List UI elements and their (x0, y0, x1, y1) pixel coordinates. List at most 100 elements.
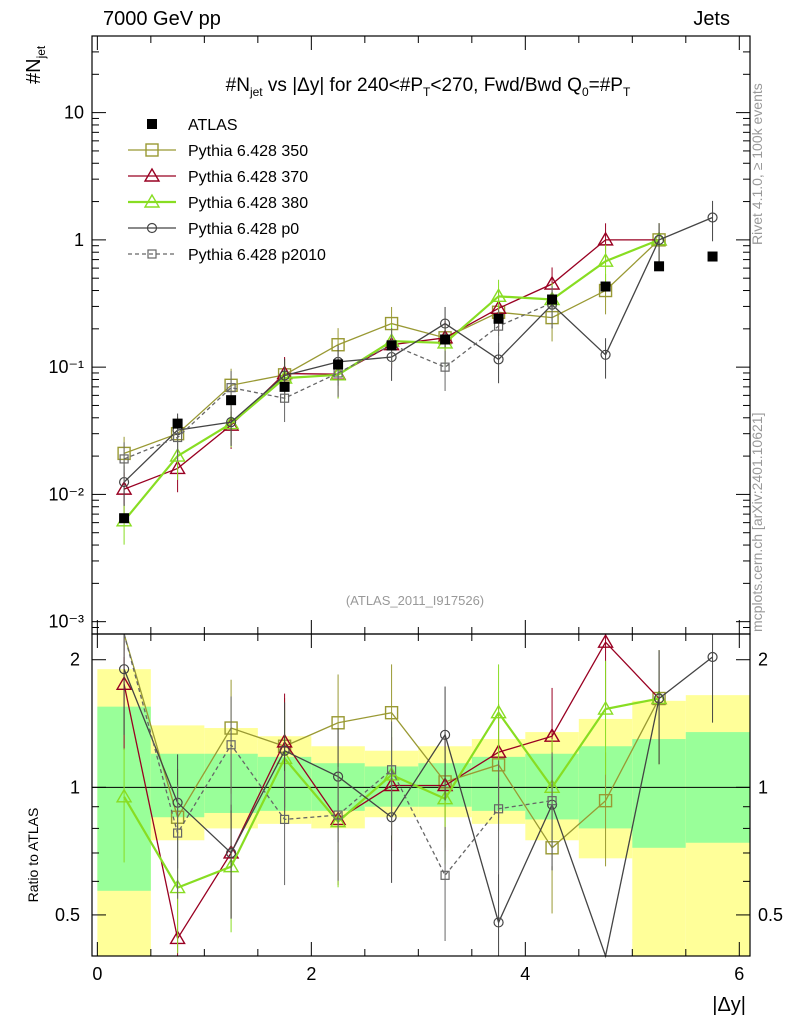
atlas-point-11 (707, 251, 718, 262)
mcplots-label: mcplots.cern.ch [arXiv:2401.10621] (749, 413, 765, 632)
legend-marker-3 (146, 222, 158, 234)
x-tick-label-2: 4 (520, 964, 530, 984)
ratio-line-4 (123, 633, 553, 877)
ratio-3-point-6 (439, 729, 451, 740)
atlas-point-0 (119, 513, 130, 524)
series-layer (115, 200, 718, 959)
rivet-label: Rivet 4.1.0, ≥ 100k events (749, 83, 765, 245)
ratio-tick-label-right-0: 2 (758, 650, 768, 670)
ratio-4-point-5 (386, 765, 397, 775)
ratio-4-point-1 (172, 828, 183, 838)
ratio-tick-label-0: 2 (70, 650, 80, 670)
atlas-point-3 (279, 381, 290, 392)
series-3-point-11 (707, 212, 718, 223)
series-3-point-2 (225, 416, 237, 428)
atlas-point-5 (386, 340, 397, 351)
ratio-tick-label-right-2: 0.5 (758, 905, 783, 925)
atlas-point-1 (172, 418, 183, 429)
atlas-point-2 (226, 395, 237, 406)
series-2-point-9 (597, 252, 614, 267)
ratio-0-point-5 (384, 705, 399, 720)
analysis-id: (ATLAS_2011_I917526) (346, 593, 484, 608)
ratio-3-point-3 (279, 745, 290, 756)
legend-marker-1 (143, 167, 161, 182)
ratio-3-point-7 (493, 917, 504, 928)
series-3-point-10 (653, 234, 665, 245)
series-3-point-3 (279, 370, 290, 381)
series-line-4 (123, 302, 553, 460)
series-4-point-6 (440, 362, 450, 372)
header-jets-label: Jets (693, 8, 730, 30)
ratio-4-point-2 (226, 740, 236, 750)
ratio-4-point-7 (493, 804, 504, 814)
atlas-point-7 (493, 313, 504, 324)
ratio-3-point-11 (707, 651, 718, 663)
y-tick-label-2: 10⁻¹ (48, 357, 84, 377)
legend-marker-2 (143, 193, 161, 208)
series-4-point-3 (279, 393, 290, 403)
svg-text:Ratio to ATLAS: Ratio to ATLAS (25, 808, 41, 903)
series-line-3 (123, 216, 713, 483)
ratio-1-point-9 (597, 633, 614, 648)
ratio-tick-label-right-1: 1 (758, 777, 768, 797)
series-3-point-9 (600, 349, 611, 360)
ratio-2-point-6 (436, 790, 454, 805)
ratio-4-point-6 (440, 870, 450, 880)
legend: ATLAS Pythia 6.428 350 Pythia 6.428 370 Pyt… (128, 117, 326, 264)
ratio-2-point-0 (115, 788, 133, 803)
legend-marker-0 (145, 143, 159, 157)
series-3-point-7 (493, 354, 504, 365)
svg-text:#Njet: #Njet (23, 45, 48, 84)
atlas-data-layer (119, 251, 718, 524)
ratio-line-3 (123, 656, 713, 959)
legend-atlas-marker (147, 119, 157, 129)
y-tick-label-3: 10⁻² (48, 484, 84, 504)
legend-marker-4 (147, 249, 157, 259)
x-axis-label: |Δy| (712, 994, 746, 1016)
y-tick-label-1: 1 (74, 230, 84, 250)
legend-label-1: Pythia 6.428 370 (188, 169, 308, 186)
y-tick-label-4: 10⁻³ (48, 612, 84, 632)
x-tick-label-3: 6 (734, 964, 744, 984)
ratio-3-point-10 (653, 693, 665, 704)
legend-label-0: Pythia 6.428 350 (188, 143, 308, 160)
legend-label-2: Pythia 6.428 380 (188, 195, 308, 212)
y-axis-label: #Njet (23, 45, 48, 84)
svg-text:Rivet 4.1.0, ≥ 100k events: Rivet 4.1.0, ≥ 100k events (749, 83, 765, 245)
series-2-point-7 (490, 287, 507, 303)
ratio-2-point-7 (490, 704, 507, 719)
series-4-point-1 (172, 432, 183, 443)
series-2 (115, 223, 668, 545)
atlas-point-9 (600, 281, 611, 292)
ratio-tick-label-1: 1 (70, 777, 80, 797)
series-3-point-6 (439, 318, 451, 329)
legend-label-4: Pythia 6.428 p2010 (188, 247, 326, 264)
atlas-point-4 (333, 359, 344, 370)
atlas-point-10 (654, 261, 665, 272)
ratio-4-point-3 (279, 814, 290, 825)
ratio-4-point-8 (547, 796, 557, 806)
ratio-series-4 (123, 633, 557, 941)
ratio-frame (91, 633, 751, 957)
svg-text:mcplots.cern.ch [arXiv:2401.10: mcplots.cern.ch [arXiv:2401.10621] (749, 413, 765, 632)
plot-title: #Njet vs |Δy| for 240<#PT<270, Fwd/Bwd Q… (226, 75, 631, 99)
x-tick-label-0: 0 (92, 964, 102, 984)
ratio-3-point-0 (118, 664, 130, 675)
atlas-point-6 (440, 334, 451, 345)
legend-label-3: Pythia 6.428 p0 (188, 221, 299, 238)
series-4-point-2 (226, 383, 236, 393)
header-collision-label: 7000 GeV pp (103, 8, 221, 30)
ratio-3-point-2 (225, 847, 237, 859)
ratio-tick-label-2: 0.5 (55, 905, 80, 925)
ratio-axis-label: Ratio to ATLAS (25, 808, 41, 903)
ratio-0-point-9 (598, 793, 613, 808)
y-tick-label-0: 10 (64, 103, 84, 123)
plot-frame (91, 35, 751, 957)
ratio-2-point-9 (597, 700, 614, 715)
ratio-4-point-4 (333, 810, 343, 820)
atlas-point-8 (547, 294, 558, 305)
axis-ticks: 0 2 4 6 10 1 10⁻¹ 10⁻² 10⁻³ 2 2 1 1 0.5 0.5 (48, 35, 783, 984)
series-4-point-0 (119, 454, 129, 464)
x-tick-label-1: 2 (306, 964, 316, 984)
